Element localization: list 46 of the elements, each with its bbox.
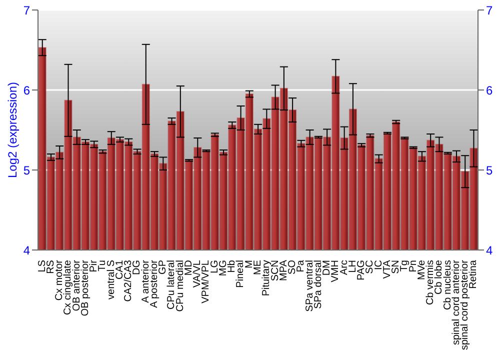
x-tick-label: Pineal <box>235 260 246 288</box>
x-tick-label: SPa dorsal <box>312 260 324 309</box>
x-tick-label: VPM/VPL <box>200 260 212 304</box>
x-tick-label: A posterior <box>148 259 160 308</box>
x-tick-label: Tg <box>399 260 410 272</box>
y2-tick-label: 5 <box>486 163 493 178</box>
x-tick-label: Pa <box>296 260 307 272</box>
x-tick-label: ME <box>252 260 264 275</box>
x-tick-label: SC <box>364 260 376 274</box>
x-tick-label: Arc <box>338 260 350 275</box>
y2-tick-label: 4 <box>486 243 493 258</box>
x-tick-label: RS <box>45 260 56 274</box>
x-tick-label: CPu medial <box>174 260 186 312</box>
x-tick-label: Cb lobe <box>434 260 445 294</box>
y2-tick-label: 6 <box>486 83 493 98</box>
x-tick-label: OB anterior <box>71 259 82 312</box>
y-tick-label: 4 <box>23 243 30 258</box>
x-tick-label: Pn <box>408 260 419 272</box>
x-tick-label: Pituitary <box>261 260 272 296</box>
x-tick-label: MPA <box>278 260 290 281</box>
x-tick-label: VMH <box>330 260 342 282</box>
x-tick-label: LG <box>209 260 220 274</box>
x-tick-label: ventral S <box>106 260 117 300</box>
y-tick-label: 5 <box>23 163 30 178</box>
y-axis-title: Log2 (expression) <box>5 82 20 178</box>
y2-tick-label: 7 <box>486 3 493 18</box>
x-tick-label: spinal cord anterior <box>450 259 462 346</box>
x-tick-label: A anterior <box>140 259 152 303</box>
x-tick-label: SCN <box>270 260 281 282</box>
x-tick-label: LH <box>347 260 358 273</box>
x-tick-label: IC <box>373 260 384 270</box>
x-tick-label: Tu <box>97 260 108 272</box>
x-tick-label: LS <box>36 260 48 272</box>
x-tick-label: CA1 <box>114 260 126 280</box>
y-tick-label: 6 <box>23 83 30 98</box>
x-tick-label: Cx cingulate <box>62 260 74 316</box>
x-tick-label: spinal cord posterior <box>460 259 471 350</box>
x-tick-label: Cb nucleus <box>442 260 454 310</box>
x-tick-label: OB posterior <box>80 259 91 316</box>
x-tick-label: MG <box>218 260 229 276</box>
y-tick-label: 7 <box>23 3 30 18</box>
x-tick-label: DG <box>132 260 143 275</box>
x-tick-label: M <box>244 260 255 268</box>
x-tick-label: Retina <box>468 260 480 289</box>
x-tick-label: VTA <box>382 260 393 279</box>
x-tick-label: MVe <box>416 260 428 280</box>
